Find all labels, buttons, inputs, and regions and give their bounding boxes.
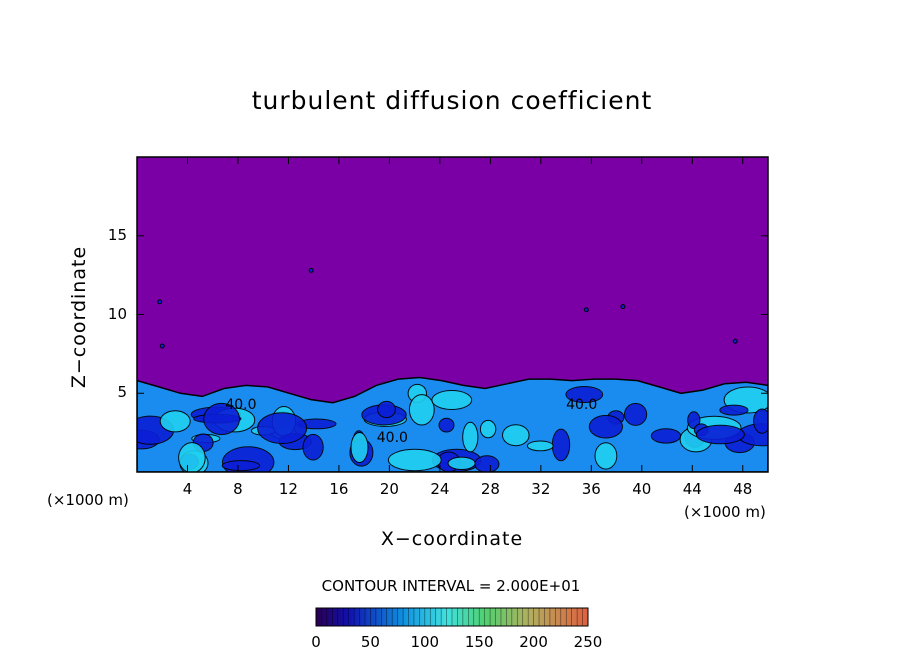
contour-label: 40.0 — [225, 397, 256, 413]
eddy — [257, 412, 308, 445]
eddy — [551, 428, 571, 462]
isolated-feature — [157, 299, 163, 305]
x-tick-label: 4 — [182, 480, 193, 498]
eddy — [695, 424, 745, 445]
eddy — [387, 448, 442, 472]
eddy — [438, 417, 455, 433]
boundary-layer-contour — [137, 376, 768, 472]
axes — [136, 156, 769, 473]
colorbar-tick-label: 100 — [410, 633, 440, 651]
eddy — [594, 442, 618, 470]
colorbar-tick-label: 250 — [573, 633, 603, 651]
x-unit-label-right: (×1000 m) — [684, 503, 766, 521]
eddy — [479, 419, 497, 439]
contour-labels: 40.0 40.0 40.0 — [225, 397, 597, 446]
y-tick-label: 15 — [107, 225, 127, 244]
eddy — [462, 421, 479, 453]
contour-label: 40.0 — [566, 397, 597, 413]
isolated-feature — [583, 307, 589, 313]
x-tick-label: 16 — [329, 480, 349, 498]
colorbar-tick-label: 50 — [360, 633, 380, 651]
x-tick-label: 48 — [733, 480, 753, 498]
eddy — [178, 442, 206, 472]
eddy — [687, 411, 701, 430]
isolated-feature — [732, 338, 738, 344]
eddy — [474, 455, 500, 472]
x-tick-label: 12 — [278, 480, 298, 498]
eddy — [650, 428, 682, 444]
x-tick-label: 20 — [379, 480, 399, 498]
eddy — [565, 386, 604, 403]
eddy — [203, 402, 241, 436]
contour-interval-label: CONTOUR INTERVAL = 2.000E+01 — [321, 577, 581, 595]
x-tick-label: 40 — [632, 480, 652, 498]
y-axis-label: Z−coordinate — [68, 245, 90, 389]
colorbar — [315, 607, 589, 627]
eddy — [526, 440, 554, 452]
colorbar-tick-label: 150 — [464, 633, 494, 651]
colorbar-tick-label: 200 — [519, 633, 548, 651]
diffusion-field — [137, 157, 768, 472]
eddy — [377, 400, 396, 419]
eddy — [502, 424, 530, 447]
chart-title: turbulent diffusion coefficient — [251, 86, 653, 115]
y-tick-label: 5 — [117, 383, 127, 402]
eddy — [588, 414, 624, 439]
isolated-feature — [159, 343, 165, 349]
x-unit-label-left: (×1000 m) — [47, 491, 129, 509]
x-tick-label: 36 — [581, 480, 601, 498]
eddy — [350, 432, 369, 463]
eddy — [221, 460, 261, 472]
eddy — [624, 402, 648, 426]
eddy — [447, 456, 476, 470]
x-tick-label: 44 — [682, 480, 702, 498]
y-tick-label: 10 — [107, 304, 127, 323]
x-tick-label: 28 — [480, 480, 500, 498]
eddy — [753, 408, 768, 434]
eddy — [302, 433, 324, 461]
contour-label: 40.0 — [377, 430, 408, 446]
x-axis-label: X−coordinate — [380, 528, 524, 550]
eddy — [431, 390, 473, 410]
x-tick-label: 8 — [233, 480, 243, 498]
isolated-feature — [620, 304, 626, 310]
eddy — [719, 404, 749, 416]
colorbar-tick-label: 0 — [311, 633, 321, 651]
x-tick-label: 32 — [531, 480, 551, 498]
x-tick-label: 24 — [430, 480, 450, 498]
isolated-feature — [308, 267, 314, 273]
eddy — [408, 394, 435, 426]
eddy — [159, 410, 191, 433]
